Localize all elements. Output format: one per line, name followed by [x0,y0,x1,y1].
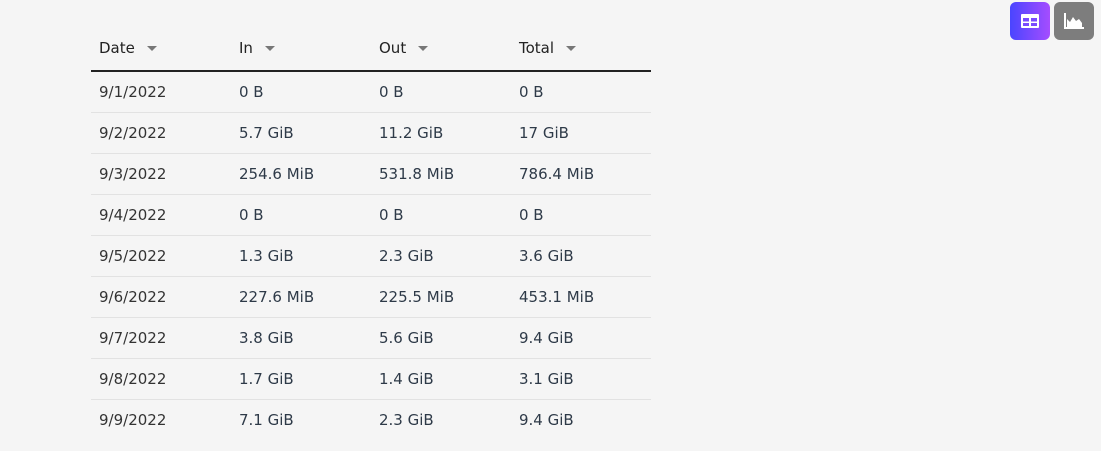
cell-out: 2.3 GiB [371,235,511,277]
table-row: 9/7/2022 3.8 GiB 5.6 GiB 9.4 GiB [91,317,651,359]
sort-arrow-icon[interactable] [566,45,577,51]
cell-date: 9/3/2022 [91,153,231,195]
column-header-in[interactable]: In [231,25,371,72]
column-label: Date [99,38,135,57]
sort-arrow-icon[interactable] [146,45,157,51]
cell-total: 0 B [511,194,651,236]
table-row: 9/5/2022 1.3 GiB 2.3 GiB 3.6 GiB [91,235,651,277]
cell-date: 9/5/2022 [91,235,231,277]
cell-out: 2.3 GiB [379,411,434,429]
cell-in: 7.1 GiB [239,411,294,429]
cell-date: 9/7/2022 [91,317,231,359]
table-row: 9/9/2022 7.1 GiB 2.3 GiB 9.4 GiB [91,400,651,441]
cell-date: 9/2/2022 [91,112,231,154]
cell-total: 3.6 GiB [511,235,651,277]
cell-out: 531.8 MiB [371,153,511,195]
column-label: Out [379,38,407,57]
cell-out: 5.6 GiB [371,317,511,359]
column-header-out[interactable]: Out [371,25,511,72]
cell-date: 9/4/2022 [91,194,231,236]
cell-total: 786.4 MiB [511,153,651,195]
cell-date: 9/6/2022 [91,276,231,318]
cell-out: 225.5 MiB [371,276,511,318]
cell-out: 1.4 GiB [371,358,511,400]
sort-arrow-icon[interactable] [264,45,275,51]
cell-in: 1.7 GiB [231,358,371,400]
cell-in: 254.6 MiB [231,153,371,195]
cell-total: 453.1 MiB [511,276,651,318]
table-icon [1021,14,1039,28]
column-label: Total [519,38,555,57]
cell-in: 3.8 GiB [231,317,371,359]
cell-in: 1.3 GiB [231,235,371,277]
column-label: In [239,38,253,57]
chart-view-button[interactable] [1054,2,1094,40]
cell-in: 0 B [231,194,371,236]
table-row: 9/6/2022 227.6 MiB 225.5 MiB 453.1 MiB [91,276,651,318]
table-row: 9/8/2022 1.7 GiB 1.4 GiB 3.1 GiB [91,358,651,400]
table-view-button[interactable] [1010,2,1050,40]
cell-total: 3.1 GiB [511,358,651,400]
cell-total: 0 B [511,71,651,113]
cell-in: 0 B [231,71,371,113]
column-header-date[interactable]: Date [91,25,231,72]
cell-total: 9.4 GiB [519,411,574,429]
cell-total: 9.4 GiB [511,317,651,359]
cell-out: 0 B [371,194,511,236]
table-row: 9/3/2022 254.6 MiB 531.8 MiB 786.4 MiB [91,153,651,195]
view-toggle [1010,2,1094,40]
column-header-total[interactable]: Total [511,25,651,72]
cell-date: 9/9/2022 [99,411,167,429]
sort-arrow-icon[interactable] [418,45,429,51]
area-chart-icon [1064,13,1084,29]
cell-out: 11.2 GiB [371,112,511,154]
cell-date: 9/1/2022 [91,71,231,113]
cell-out: 0 B [371,71,511,113]
cell-in: 227.6 MiB [231,276,371,318]
cell-total: 17 GiB [511,112,651,154]
cell-date: 9/8/2022 [91,358,231,400]
table-row: 9/2/2022 5.7 GiB 11.2 GiB 17 GiB [91,112,651,154]
cell-in: 5.7 GiB [231,112,371,154]
